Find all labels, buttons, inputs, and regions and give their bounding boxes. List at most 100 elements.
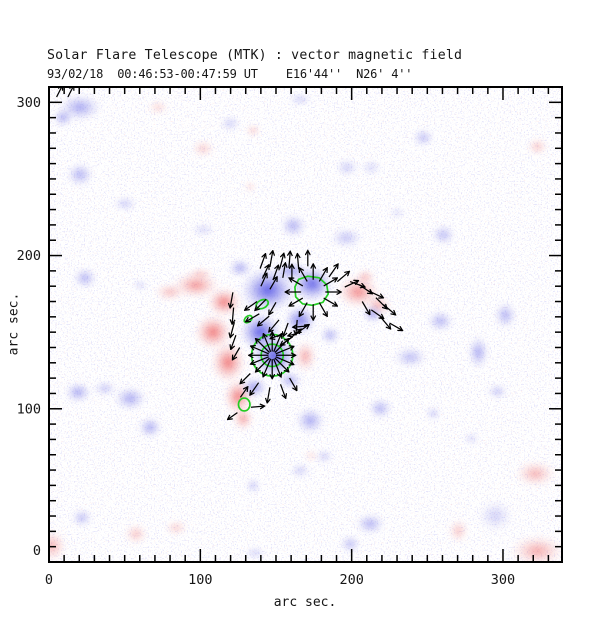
magnetic-vector-arrow (283, 264, 286, 278)
magnetic-vector-arrow (230, 292, 233, 307)
magnetic-vector-arrow (230, 322, 236, 337)
magnetic-vector-arrow (256, 357, 270, 371)
positive-flux-blob (293, 339, 318, 374)
x-tick-label: 200 (339, 572, 363, 588)
negative-flux-blob (228, 258, 253, 278)
negative-flux-blob (113, 196, 138, 212)
magnetic-vector-arrow (269, 301, 277, 314)
magnetic-vector-arrow (336, 272, 349, 283)
magnetic-vector-arrow (246, 313, 260, 322)
magnetic-vector-arrow (297, 254, 298, 270)
positive-flux-blob (49, 529, 68, 562)
negative-flux-blob (426, 310, 454, 332)
positive-flux-blob (354, 269, 376, 285)
magnetic-vector-arrow (368, 290, 383, 298)
magnetic-vector-arrow (283, 322, 289, 336)
magnetic-vector-arrow (274, 357, 289, 371)
negative-flux-blob (463, 432, 480, 445)
magnetic-vector-arrow (273, 334, 281, 353)
magnetic-vector-arrow (239, 387, 247, 398)
field-contour (237, 397, 251, 412)
magnetic-vector-arrow (344, 281, 358, 288)
negative-flux-blob (319, 326, 341, 345)
magnetic-vector-arrow (260, 274, 267, 287)
magnetic-vector-arrow (275, 356, 294, 365)
magnetic-vector-arrow (241, 373, 251, 384)
negative-flux-blob (288, 93, 313, 106)
magnetic-vector-arrow (279, 254, 284, 269)
magnetic-vector-arrow (275, 347, 294, 355)
negative-flux-blob (289, 463, 311, 479)
positive-flux-blob (303, 449, 319, 462)
negative-flux-blob (412, 128, 434, 147)
negative-flux-blob (467, 335, 489, 370)
negative-flux-blob (494, 301, 517, 329)
magnetic-vector-arrow (318, 268, 327, 282)
magnetic-vector-arrow (255, 298, 267, 310)
positive-flux-blob (232, 406, 254, 431)
negative-flux-blob (279, 213, 307, 239)
negative-flux-blob (244, 546, 266, 560)
magnetic-vector-arrow (270, 251, 273, 268)
negative-flux-blob (191, 222, 216, 237)
negative-flux-blob (295, 406, 326, 435)
field-layer (49, 87, 562, 562)
magnetic-vector-arrow (294, 325, 309, 336)
positive-flux-blob (205, 286, 243, 318)
plot-title: Solar Flare Telescope (MTK) : vector mag… (47, 48, 463, 63)
positive-flux-blob (514, 459, 557, 488)
vector-field (56, 87, 403, 420)
negative-flux-blob (52, 108, 74, 127)
magnetic-vector-arrow (382, 304, 395, 315)
negative-flux-blob (219, 115, 241, 132)
magnetic-vector-arrow (228, 412, 238, 420)
magnetic-vector-arrow (231, 334, 237, 349)
magnetic-vector-arrow (263, 358, 272, 377)
magnetic-vector-arrow (233, 347, 241, 360)
y-tick-label: 300 (17, 95, 41, 111)
magnetic-vector-arrow (273, 358, 281, 377)
magnetic-vector-arrow (259, 254, 265, 269)
magnetic-vector-arrow (264, 334, 272, 353)
magnetic-vector-arrow (289, 377, 297, 390)
magnetic-vector-arrow (389, 322, 403, 330)
magnetic-vector-arrow (323, 278, 337, 287)
magnetic-vector-arrow (323, 297, 337, 306)
negative-flux-blob (137, 416, 163, 439)
magnetic-vector-arrow (251, 356, 269, 364)
magnetic-vector-arrow (300, 302, 308, 316)
positive-flux-blob (147, 99, 169, 116)
positive-flux-blob (526, 137, 549, 156)
negative-flux-blob (92, 380, 118, 397)
negative-flux-blob (329, 227, 363, 249)
negative-flux-blob (339, 534, 361, 554)
y-axis-label: arc sec. (6, 292, 22, 356)
negative-flux-blob (132, 278, 148, 292)
magnetic-vector-arrow (269, 319, 280, 332)
negative-flux-blob (355, 513, 386, 535)
magnetic-vector-arrow (258, 315, 270, 325)
y-tick-label: 100 (17, 401, 41, 417)
negative-flux-blob (431, 224, 456, 246)
positive-flux-blob (210, 340, 247, 384)
negative-flux-blob (240, 376, 268, 399)
positive-flux-blob (191, 139, 216, 158)
negative-flux-blob (315, 448, 334, 465)
x-tick-label: 0 (45, 572, 53, 588)
positive-flux-blob (447, 518, 469, 544)
negative-flux-blob (388, 206, 407, 219)
magnetic-vector-arrow (269, 277, 277, 290)
magnetic-vector-arrow (318, 302, 327, 316)
magnetic-vector-arrow (251, 346, 269, 355)
negative-flux-blob (360, 159, 382, 176)
x-tick-label: 100 (188, 572, 212, 588)
magnetic-vector-arrow (250, 382, 260, 395)
magnetic-vector-arrow (300, 268, 308, 282)
axis-frame (48, 86, 563, 563)
negative-flux-blob (71, 508, 93, 528)
magnetic-vector-arrow (361, 301, 369, 315)
x-axis-label: arc sec. (273, 595, 337, 610)
positive-flux-blob (164, 520, 189, 536)
negative-flux-blob (66, 162, 94, 187)
